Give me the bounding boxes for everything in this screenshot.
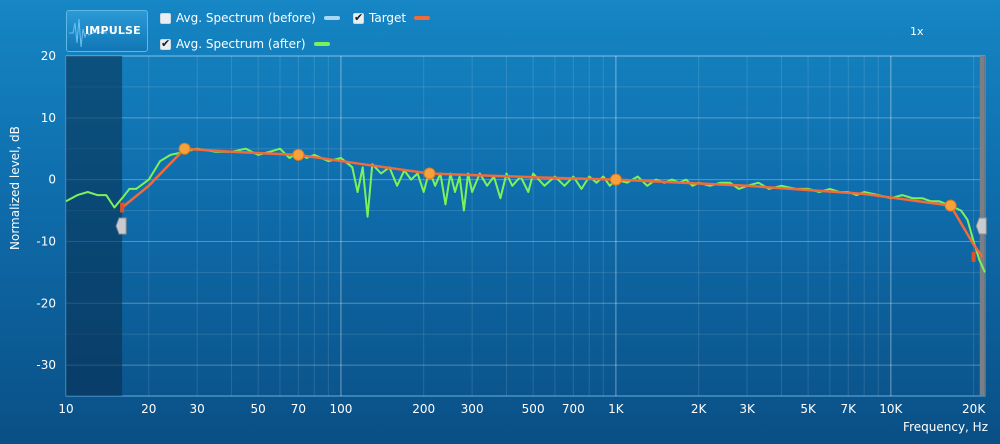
checkbox-after[interactable] (160, 37, 171, 50)
x-tick-label: 10 (58, 402, 73, 416)
legend-swatch-target (414, 16, 431, 20)
y-tick-label: 0 (48, 173, 56, 187)
impulse-label: IMPULSE (85, 24, 141, 37)
x-tick-label: 200 (412, 402, 435, 416)
legend-swatch-before (323, 16, 340, 20)
frequency-limit-handle (115, 217, 127, 235)
legend-label-target: Target (369, 11, 407, 25)
legend-label-before: Avg. Spectrum (before) (176, 11, 316, 25)
waveform-icon (69, 18, 108, 48)
x-tick-label: 5K (800, 402, 817, 416)
x-axis-label: Frequency, Hz (903, 420, 988, 434)
target-control-point (178, 142, 191, 155)
legend-label-after: Avg. Spectrum (after) (176, 37, 306, 51)
target-edge-handle (120, 202, 125, 213)
x-tick-label: 50 (251, 402, 266, 416)
legend-swatch-after (313, 42, 330, 46)
x-tick-label: 1K (608, 402, 625, 416)
x-tick-label: 500 (522, 402, 545, 416)
x-tick-label: 30 (190, 402, 205, 416)
x-tick-label: 300 (461, 402, 484, 416)
checkbox-before[interactable] (160, 12, 171, 24)
excluded-region (66, 56, 123, 396)
y-axis-label: Normalized level, dB (8, 126, 22, 250)
x-tick-label: 100 (329, 402, 352, 416)
impulse-button[interactable]: IMPULSE (66, 10, 148, 52)
target-edge-handle (971, 251, 976, 262)
frequency-limit-handle (975, 217, 987, 235)
x-tick-label: 700 (562, 402, 585, 416)
y-tick-label: -20 (36, 296, 56, 310)
legend-item-before[interactable]: Avg. Spectrum (before) (160, 11, 340, 25)
x-tick-label: 70 (291, 402, 306, 416)
series-target-line (121, 147, 984, 258)
x-tick-label: 7K (841, 402, 858, 416)
x-tick-label: 3K (739, 402, 756, 416)
y-tick-label: -30 (36, 358, 56, 372)
target-control-point (292, 148, 305, 161)
checkbox-target[interactable] (353, 11, 364, 24)
y-tick-label: 20 (41, 49, 56, 63)
y-tick-label: 10 (41, 111, 56, 125)
target-control-point (423, 167, 436, 180)
target-control-point (944, 199, 957, 212)
y-tick-label: -10 (36, 234, 56, 248)
legend-item-target[interactable]: Target (353, 11, 431, 25)
plot-area (65, 55, 986, 397)
target-control-point (609, 173, 622, 186)
zoom-level[interactable]: 1x (910, 25, 924, 38)
x-tick-label: 20K (962, 402, 986, 416)
x-tick-label: 10K (879, 402, 903, 416)
legend-item-after[interactable]: Avg. Spectrum (after) (160, 37, 330, 51)
x-tick-label: 20 (141, 402, 156, 416)
x-tick-label: 2K (691, 402, 708, 416)
